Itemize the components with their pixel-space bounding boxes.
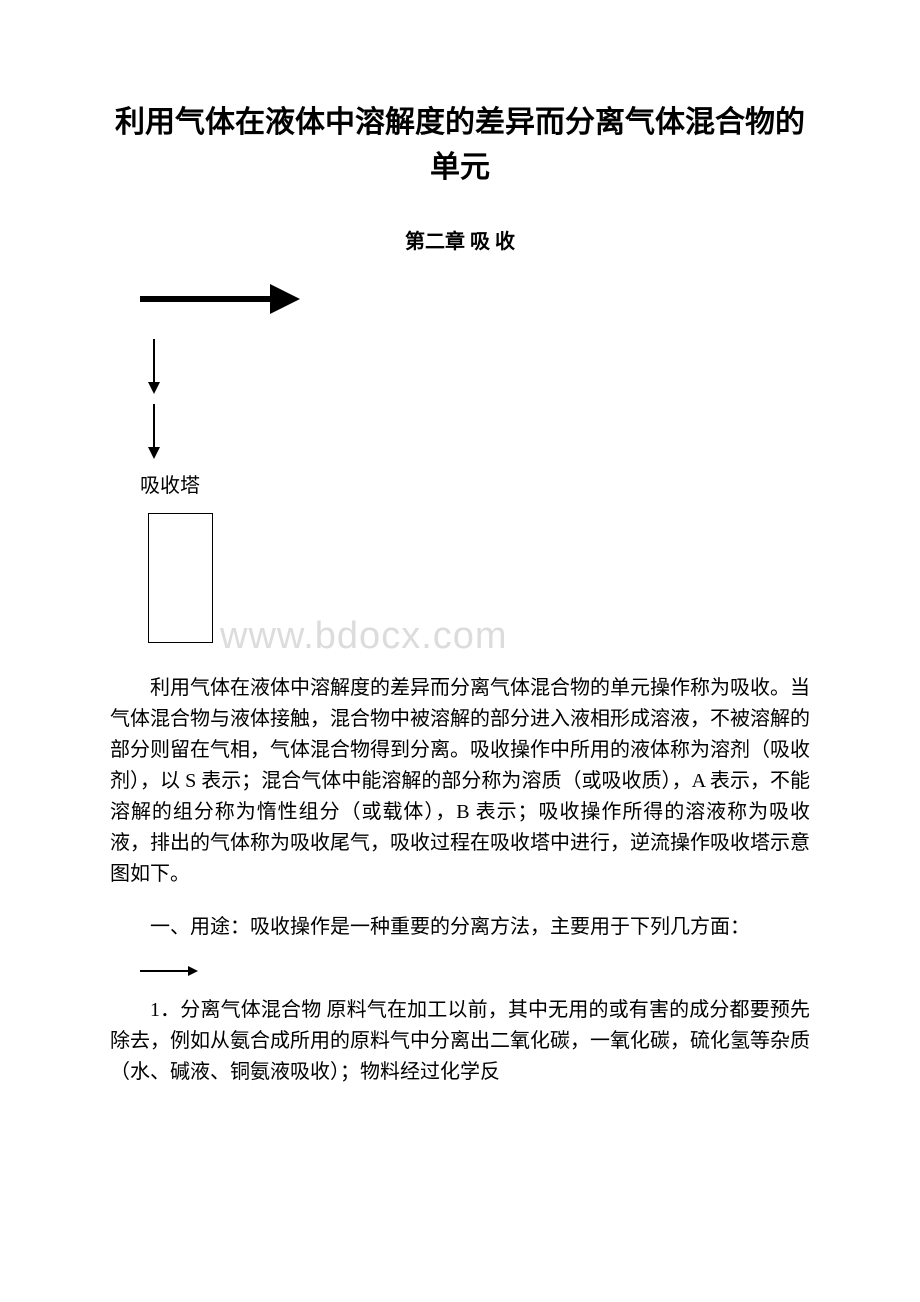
chapter-subtitle: 第二章 吸 收 <box>110 225 810 254</box>
paragraph-usage-heading: 一、用途：吸收操作是一种重要的分离方法，主要用于下列几方面： <box>110 912 810 943</box>
paragraph-intro: 利用气体在液体中溶解度的差异而分离气体混合物的单元操作称为吸收。当气体混合物与液… <box>110 673 810 890</box>
arrow-right-icon <box>140 284 300 314</box>
arrow-down-icon <box>145 339 165 394</box>
diagram-label: 吸收塔 <box>140 469 810 498</box>
tower-box <box>148 513 213 643</box>
arrow-right-small-icon <box>140 965 200 977</box>
paragraph-usage-item1: 1．分离气体混合物 原料气在加工以前，其中无用的或有害的成分都要预先除去，例如从… <box>110 995 810 1088</box>
diagram-section: 吸收塔 <box>140 284 810 643</box>
arrow-down-icon <box>145 404 165 459</box>
document-title: 利用气体在液体中溶解度的差异而分离气体混合物的单元 <box>110 100 810 190</box>
